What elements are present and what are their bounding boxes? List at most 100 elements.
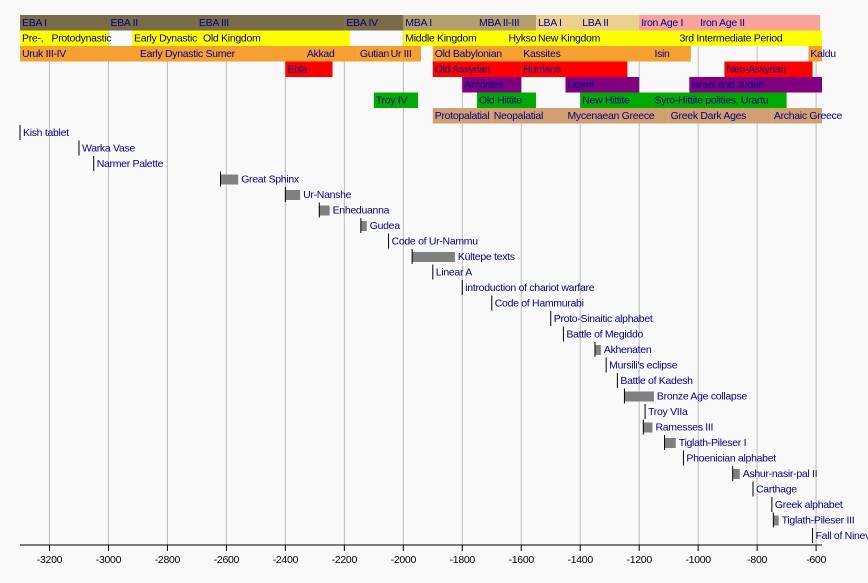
period-bar bbox=[373, 92, 419, 108]
event-range bbox=[643, 422, 653, 433]
period-label: Protodynastic bbox=[51, 33, 111, 45]
event-label: Tiglath-Pileser I bbox=[679, 437, 746, 449]
period-bar bbox=[403, 15, 478, 31]
period-label: Ur III bbox=[391, 48, 412, 60]
period-label: Early Dynastic bbox=[134, 33, 197, 45]
period-label: Gutian bbox=[360, 48, 390, 60]
event-range bbox=[732, 469, 740, 479]
period-label: EBA IV bbox=[346, 17, 378, 29]
event-label: Carthage bbox=[756, 483, 797, 495]
event-label: Proto-Sinaitic alphabet bbox=[554, 313, 653, 325]
event-label: Code of Ur-Nammu bbox=[392, 235, 479, 247]
period-label: MBA I bbox=[405, 17, 432, 29]
period-bar bbox=[20, 46, 138, 62]
period-label: Syro-Hittite polities, Urartu bbox=[654, 95, 768, 107]
period-label: Uruk III-IV bbox=[22, 48, 66, 60]
period-bar bbox=[689, 77, 822, 93]
event-range bbox=[360, 221, 367, 231]
period-label: EBA I bbox=[22, 17, 47, 29]
period-label: Early Dynastic Sumer bbox=[140, 48, 236, 60]
period-bar bbox=[432, 46, 522, 62]
period-bar bbox=[403, 30, 507, 46]
period-label: Kassites bbox=[523, 48, 560, 60]
period-label: Hyksos bbox=[509, 33, 542, 45]
period-bar bbox=[652, 46, 691, 62]
period-label: Neopalatial bbox=[494, 110, 543, 122]
x-tick-label: -1200 bbox=[627, 554, 653, 566]
period-bar bbox=[668, 108, 772, 124]
period-bar bbox=[565, 108, 669, 124]
event-label: Kültepe texts bbox=[458, 251, 515, 263]
period-bar bbox=[565, 77, 640, 93]
period-bar bbox=[535, 15, 581, 31]
x-tick-label: -1400 bbox=[568, 554, 594, 566]
period-label: New Kingdom bbox=[538, 33, 601, 45]
x-tick-label: -2000 bbox=[391, 554, 417, 566]
period-bar bbox=[285, 61, 333, 77]
period-label: LBA I bbox=[538, 17, 562, 29]
period-bar bbox=[652, 92, 787, 108]
period-label: Archaic Greece bbox=[774, 110, 843, 122]
period-label: Protopalatial bbox=[435, 110, 489, 122]
period-bar bbox=[432, 61, 522, 77]
period-label: EBA III bbox=[199, 17, 229, 29]
period-label: Israel and Judah bbox=[691, 79, 764, 91]
period-label: Hurrians bbox=[523, 64, 560, 76]
period-bar bbox=[698, 15, 821, 31]
period-bar bbox=[535, 30, 678, 46]
event-label: Great Sphinx bbox=[241, 173, 300, 185]
event-label: Warka Vase bbox=[82, 142, 135, 154]
x-tick-label: -3000 bbox=[96, 554, 122, 566]
period-label: Mycenaean Greece bbox=[567, 110, 654, 122]
period-bar bbox=[580, 92, 653, 108]
event-range bbox=[319, 205, 330, 216]
period-label: Ugarit bbox=[567, 79, 594, 91]
period-label: Neo-Assyrian bbox=[726, 64, 786, 76]
event-label: Troy VIIa bbox=[648, 406, 688, 418]
x-tick-label: -1600 bbox=[509, 554, 535, 566]
period-bar bbox=[724, 61, 813, 77]
event-label: Narmer Palette bbox=[97, 158, 164, 170]
event-range bbox=[664, 438, 676, 448]
period-bar bbox=[639, 15, 699, 31]
event-label: Battle of Megiddo bbox=[566, 328, 643, 340]
event-label: Ramesses III bbox=[655, 421, 713, 433]
event-label: Fall of Nineveh bbox=[816, 530, 868, 542]
period-bar bbox=[388, 46, 421, 62]
period-label: Kaldu bbox=[810, 48, 836, 60]
period-bar bbox=[580, 15, 640, 31]
period-bar bbox=[771, 108, 822, 124]
period-label: LBA II bbox=[582, 17, 608, 29]
period-bar bbox=[521, 46, 653, 62]
period-bar bbox=[506, 30, 536, 46]
period-bar bbox=[521, 61, 628, 77]
period-label: Iron Age II bbox=[700, 17, 745, 29]
period-label: Middle Kingdom bbox=[405, 33, 477, 45]
event-label: Enheduanna bbox=[333, 204, 390, 216]
period-label: EBA II bbox=[110, 17, 137, 29]
x-tick-label: -800 bbox=[747, 554, 767, 566]
event-label: Tiglath-Pileser III bbox=[782, 514, 855, 526]
period-bar bbox=[677, 30, 822, 46]
period-bar bbox=[477, 92, 536, 108]
period-label: MBA II-III bbox=[479, 17, 519, 29]
event-label: Linear A bbox=[436, 266, 472, 278]
event-range bbox=[594, 345, 601, 355]
period-label: Old Assyrian bbox=[435, 64, 491, 76]
period-label: Iron Age I bbox=[641, 17, 683, 29]
x-tick-label: -2200 bbox=[332, 554, 358, 566]
event-label: Mursili's eclipse bbox=[609, 359, 678, 371]
event-range bbox=[773, 515, 779, 526]
event-label: Bronze Age collapse bbox=[657, 390, 747, 402]
event-range bbox=[285, 190, 301, 200]
period-bar bbox=[20, 30, 50, 46]
period-bar bbox=[201, 30, 350, 46]
period-label: Pre-, bbox=[22, 33, 43, 45]
period-label: 3rd Intermediate Period bbox=[680, 33, 783, 45]
x-tick-label: -600 bbox=[806, 554, 826, 566]
period-label: Greek Dark Ages bbox=[671, 110, 746, 122]
period-bar bbox=[304, 46, 358, 62]
period-label: Ebla bbox=[287, 64, 307, 76]
period-label: Isin bbox=[654, 48, 670, 60]
period-bar bbox=[344, 15, 404, 31]
